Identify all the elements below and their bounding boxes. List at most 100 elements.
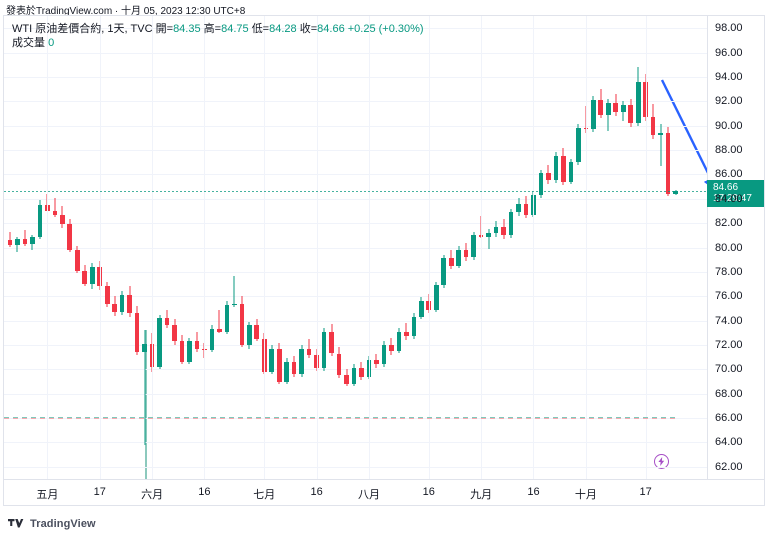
candlestick[interactable]	[329, 16, 334, 479]
candlestick[interactable]	[635, 16, 641, 479]
candlestick[interactable]	[164, 16, 170, 479]
candlestick[interactable]	[119, 16, 125, 479]
candlestick[interactable]	[52, 16, 58, 479]
candlestick[interactable]	[351, 16, 357, 479]
candlestick[interactable]	[217, 16, 222, 479]
candlestick[interactable]	[650, 16, 656, 479]
candlestick[interactable]	[628, 16, 634, 479]
candlestick[interactable]	[314, 16, 319, 479]
candlestick[interactable]	[291, 16, 297, 479]
candlestick[interactable]	[665, 16, 671, 479]
candlestick[interactable]	[112, 16, 117, 479]
candlestick[interactable]	[433, 16, 439, 479]
candlestick[interactable]	[224, 16, 230, 479]
candlestick[interactable]	[15, 16, 20, 479]
candlestick[interactable]	[583, 16, 589, 479]
candlestick[interactable]	[276, 16, 282, 479]
candlestick[interactable]	[448, 16, 454, 479]
candle-body	[291, 362, 297, 375]
candlestick[interactable]	[620, 16, 626, 479]
candlestick[interactable]	[149, 16, 155, 479]
candlestick[interactable]	[254, 16, 260, 479]
candlestick[interactable]	[463, 16, 469, 479]
candlestick[interactable]	[471, 16, 476, 479]
candlestick[interactable]	[411, 16, 417, 479]
candlestick[interactable]	[299, 16, 304, 479]
candlestick[interactable]	[605, 16, 611, 479]
candlestick[interactable]	[22, 16, 28, 479]
candlestick[interactable]	[179, 16, 185, 479]
candlestick[interactable]	[37, 16, 43, 479]
candlestick[interactable]	[336, 16, 342, 479]
time-tick-label: 17	[93, 486, 106, 498]
candlestick[interactable]	[246, 16, 252, 479]
candlestick[interactable]	[523, 16, 529, 479]
candlestick[interactable]	[591, 16, 596, 479]
candle-body	[45, 204, 50, 211]
candlestick[interactable]	[658, 16, 663, 479]
candlestick[interactable]	[306, 16, 312, 479]
chart-plot-area[interactable]	[4, 16, 707, 479]
time-gridline	[47, 16, 49, 479]
candlestick[interactable]	[374, 16, 379, 479]
candlestick[interactable]	[404, 16, 409, 479]
candlestick[interactable]	[441, 16, 447, 479]
candle-wick	[585, 106, 587, 133]
candlestick[interactable]	[508, 16, 514, 479]
candlestick[interactable]	[389, 16, 394, 479]
candlestick[interactable]	[45, 16, 50, 479]
candlestick[interactable]	[576, 16, 581, 479]
price-tick-label: 64.00	[715, 436, 743, 449]
candlestick[interactable]	[74, 16, 80, 479]
candlestick[interactable]	[553, 16, 559, 479]
candlestick[interactable]	[194, 16, 200, 479]
candlestick[interactable]	[516, 16, 521, 479]
candlestick[interactable]	[486, 16, 491, 479]
candlestick[interactable]	[396, 16, 402, 479]
candlestick[interactable]	[30, 16, 35, 479]
candle-body	[52, 210, 58, 215]
price-tick-label: 74.00	[715, 314, 743, 327]
candlestick[interactable]	[359, 16, 364, 479]
candlestick[interactable]	[561, 16, 566, 479]
candlestick[interactable]	[269, 16, 275, 479]
candlestick[interactable]	[142, 16, 147, 479]
candlestick[interactable]	[7, 16, 13, 479]
candlestick[interactable]	[456, 16, 461, 479]
bolt-event-icon[interactable]	[653, 454, 669, 469]
candlestick[interactable]	[493, 16, 499, 479]
candlestick[interactable]	[187, 16, 192, 479]
candlestick[interactable]	[598, 16, 604, 479]
candlestick[interactable]	[321, 16, 327, 479]
price-axis[interactable]: 84.66 17:29:47 98.00 96.00 94.00 92.00 90.00…	[707, 16, 764, 479]
candle-body	[583, 128, 589, 130]
candlestick[interactable]	[478, 16, 484, 479]
candlestick[interactable]	[613, 16, 619, 479]
candlestick[interactable]	[568, 16, 574, 479]
candlestick[interactable]	[209, 16, 215, 479]
candlestick[interactable]	[381, 16, 387, 479]
candlestick[interactable]	[172, 16, 177, 479]
current-price-badge[interactable]: 84.66 17:29:47	[707, 179, 764, 207]
candlestick[interactable]	[104, 16, 110, 479]
candlestick[interactable]	[673, 16, 678, 479]
candlestick[interactable]	[418, 16, 424, 479]
candlestick[interactable]	[501, 16, 506, 479]
candle-body	[119, 295, 125, 313]
candlestick[interactable]	[60, 16, 65, 479]
candlestick[interactable]	[232, 16, 237, 479]
candlestick[interactable]	[239, 16, 245, 479]
candlestick[interactable]	[157, 16, 162, 479]
legend-symbol[interactable]: WTI 原油差價合約, 1天, TVC	[12, 23, 153, 35]
candlestick[interactable]	[344, 16, 349, 479]
candlestick[interactable]	[538, 16, 544, 479]
candlestick[interactable]	[82, 16, 88, 479]
time-axis[interactable]: 五月 17 六月 16 七月 16 八月 16 九月 16 十月 17	[4, 479, 764, 505]
candlestick[interactable]	[67, 16, 73, 479]
candlestick[interactable]	[134, 16, 140, 479]
candlestick[interactable]	[643, 16, 648, 479]
candlestick[interactable]	[284, 16, 289, 479]
candlestick[interactable]	[127, 16, 132, 479]
candlestick[interactable]	[89, 16, 95, 479]
candlestick[interactable]	[546, 16, 551, 479]
